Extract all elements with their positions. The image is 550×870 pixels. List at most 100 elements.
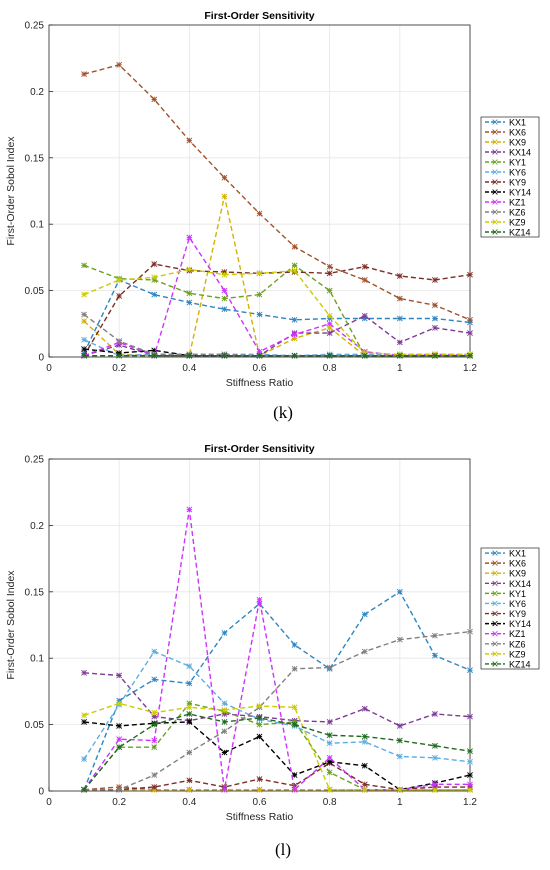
y-tick-label: 0.25: [25, 21, 45, 32]
x-tick-label: 1: [397, 797, 403, 808]
panel-l: 0 0.2 0.4 0.6 0.8 1 1.2 0 0.05 0.1 0.15 0.2 0.25 Firs…: [5, 443, 540, 859]
data-point-ky14: [151, 347, 158, 354]
data-point-kx6: [256, 210, 263, 217]
legend-label-kx1: KX1: [509, 549, 526, 559]
legend-label-kz6: KZ6: [509, 208, 526, 218]
legend-marker-ky9: [492, 610, 498, 617]
legend-marker-kz1: [492, 630, 498, 637]
data-point-kz1: [431, 781, 438, 788]
data-point-kz14: [151, 721, 158, 728]
data-point-kz1: [186, 234, 193, 241]
data-point-kx9: [221, 193, 228, 200]
legend-label-kz9: KZ9: [509, 218, 526, 228]
data-point-kx1: [291, 642, 298, 648]
data-point-kx1: [291, 316, 298, 323]
data-point-kz14: [396, 737, 403, 744]
data-point-kx6: [431, 302, 438, 309]
panel-label: (l): [275, 840, 291, 859]
x-tick-label: 0: [46, 797, 52, 808]
data-point-ky1: [291, 719, 298, 725]
data-point-kz6: [396, 636, 403, 643]
legend-label-kz1: KZ1: [509, 629, 526, 639]
data-point-ky9: [186, 777, 193, 784]
data-point-kz1: [256, 596, 263, 603]
panel-k: 0 0.2 0.4 0.6 0.8 1 1.2 0 0.05 0.1 0.15 0.2 0.25 Firs…: [5, 10, 540, 422]
legend-marker-kx14: [492, 580, 498, 587]
legend-marker-kz9: [492, 219, 498, 225]
data-point-ky1: [151, 277, 158, 283]
data-point-ky14: [81, 346, 88, 352]
data-point-ky9: [467, 784, 473, 790]
data-point-kx6: [186, 137, 193, 144]
data-point-kz14: [467, 352, 473, 359]
data-point-kx1: [361, 315, 368, 322]
data-point-ky1: [326, 287, 333, 294]
data-point-kx9: [256, 786, 263, 793]
y-axis-label: First-Order Sobol Index: [5, 136, 17, 246]
data-point-ky6: [81, 756, 88, 763]
legend-marker-kx14: [492, 149, 498, 155]
legend-label-kx14: KX14: [509, 579, 531, 589]
data-point-kz14: [431, 742, 438, 749]
y-tick-label: 0: [38, 787, 44, 798]
data-point-ky9: [467, 271, 473, 278]
legend-marker-kz1: [492, 199, 498, 205]
data-point-kx9: [326, 324, 333, 331]
legend-label-kx14: KX14: [509, 148, 531, 158]
y-tick-label: 0.15: [25, 587, 45, 598]
data-point-kz14: [81, 352, 88, 359]
data-point-kx14: [431, 711, 438, 717]
data-point-kx1: [467, 667, 473, 674]
data-point-kz14: [361, 352, 368, 359]
y-tick-label: 0.25: [25, 455, 45, 466]
data-point-kx14: [431, 324, 438, 331]
data-point-kz6: [326, 664, 333, 671]
data-point-kz14: [221, 352, 228, 359]
data-point-kz6: [467, 628, 473, 635]
series-line-kx6: [83, 64, 471, 321]
data-point-kx14: [326, 719, 333, 725]
data-point-kz14: [396, 352, 403, 359]
x-axis-label: Stiffness Ratio: [226, 811, 294, 823]
x-tick-label: 0: [46, 363, 52, 374]
data-point-kx1: [186, 299, 193, 306]
data-point-kx14: [81, 669, 88, 676]
x-tick-label: 0.2: [112, 797, 126, 808]
legend-label-kx6: KX6: [509, 559, 526, 569]
data-point-kz9: [151, 709, 158, 716]
data-point-kx14: [361, 312, 368, 319]
x-tick-label: 0.8: [323, 363, 337, 374]
data-point-kx9: [151, 786, 158, 793]
series-line-kx14: [84, 672, 471, 727]
data-point-kx1: [431, 652, 438, 659]
legend-label-kz14: KZ14: [509, 228, 531, 238]
legend-marker-kz9: [492, 651, 498, 657]
legend-label-kx9: KX9: [509, 138, 526, 148]
data-point-ky14: [116, 723, 123, 729]
data-point-kz9: [326, 312, 333, 319]
data-point-kz14: [221, 719, 228, 725]
legend-marker-kz14: [492, 661, 498, 667]
data-point-ky1: [186, 290, 193, 297]
data-point-kx1: [81, 350, 88, 356]
data-point-kx14: [221, 711, 228, 717]
data-point-kz9: [361, 786, 368, 793]
data-point-kx6: [151, 96, 158, 103]
data-point-ky6: [396, 753, 403, 760]
data-point-ky6: [186, 663, 193, 670]
data-point-kz6: [361, 648, 368, 655]
data-point-ky9: [256, 776, 263, 782]
legend-marker-kx1: [492, 550, 498, 556]
data-point-ky1: [256, 291, 263, 298]
data-point-kx1: [431, 315, 438, 322]
legend-label-ky6: KY6: [509, 168, 526, 178]
data-point-ky9: [361, 263, 368, 270]
x-tick-label: 0.6: [253, 363, 267, 374]
data-point-ky9: [431, 784, 438, 790]
y-tick-label: 0.2: [30, 87, 44, 98]
data-point-kz1: [221, 786, 228, 793]
chart-title: First-Order Sensitivity: [204, 10, 314, 22]
legend-box: [480, 547, 540, 670]
legend-label-kz6: KZ6: [509, 639, 526, 649]
